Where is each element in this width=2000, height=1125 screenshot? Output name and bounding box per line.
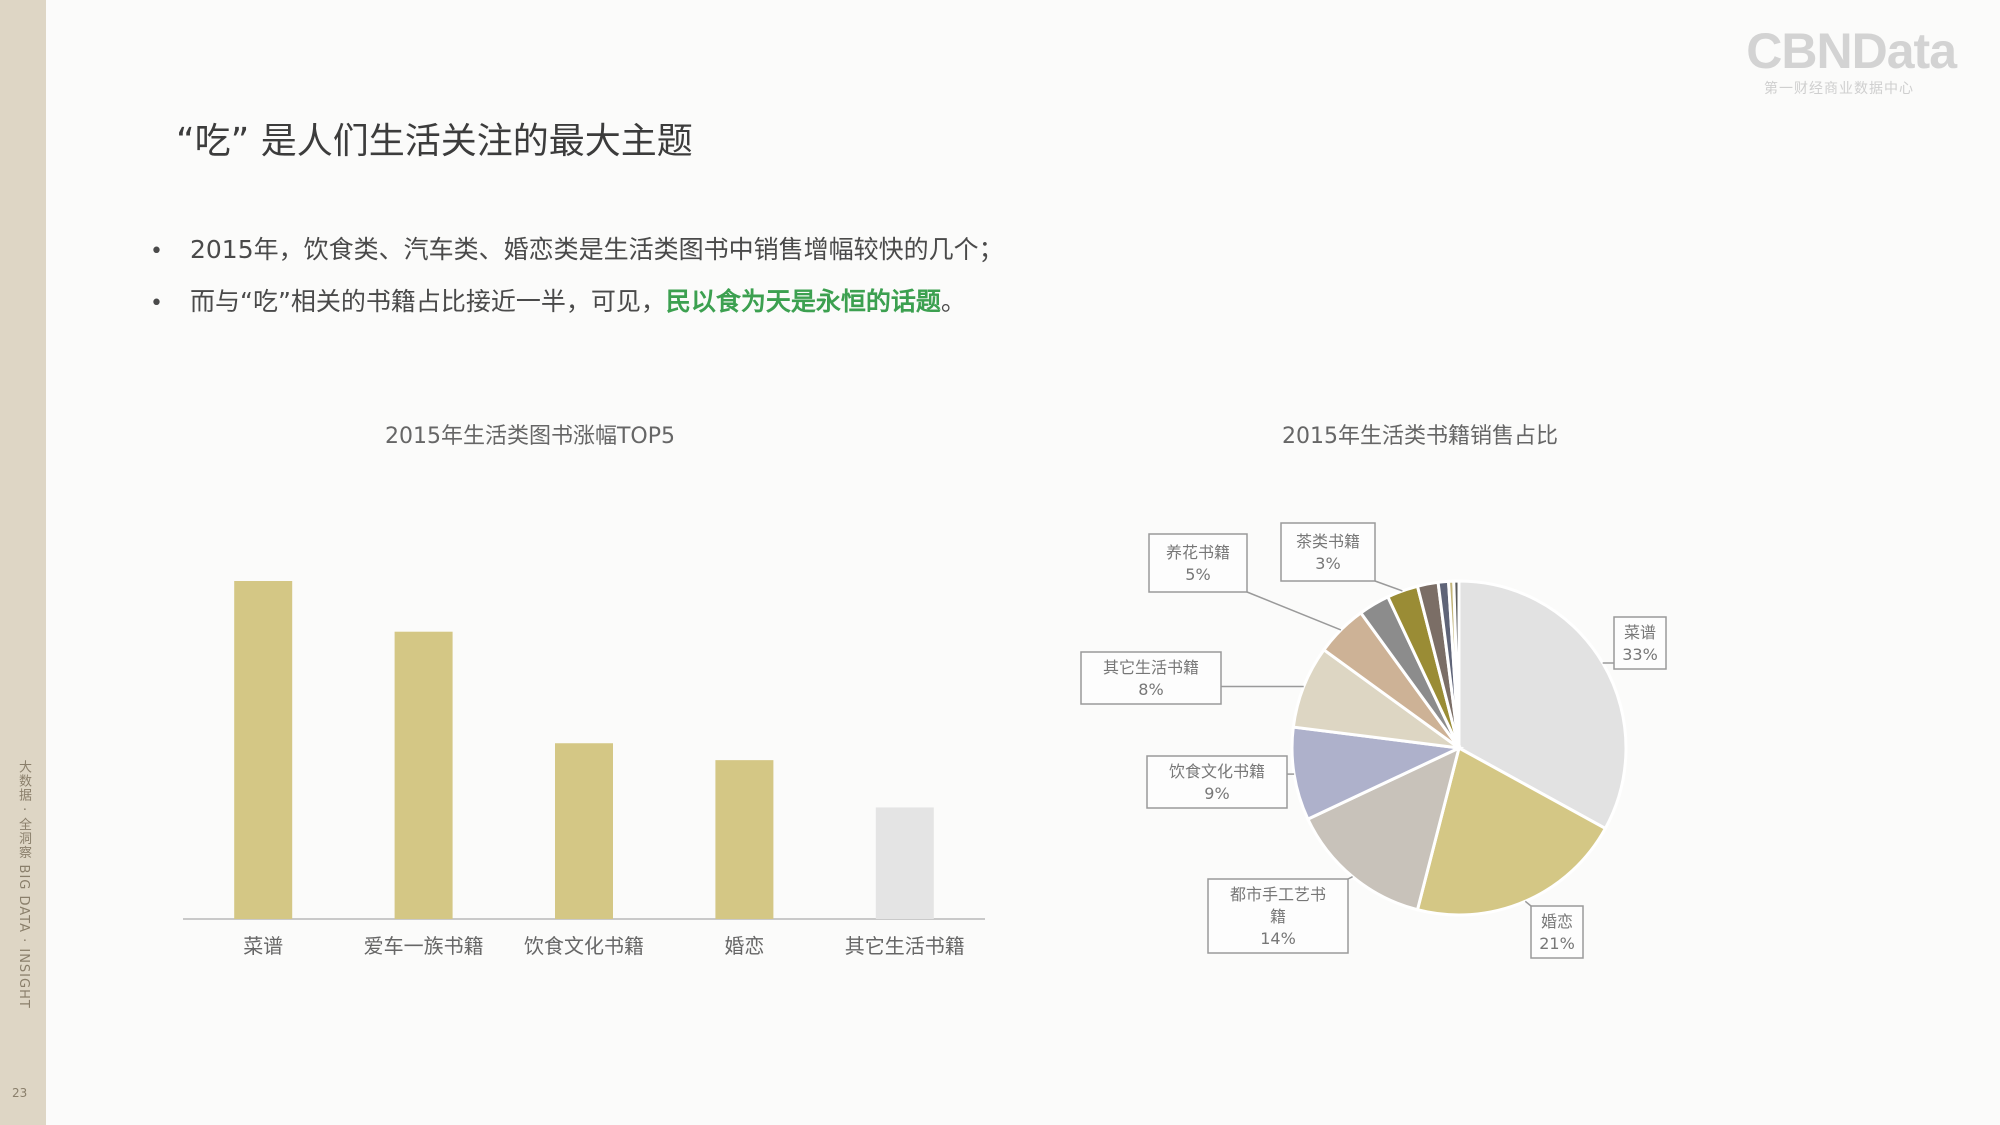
bar-3 bbox=[715, 760, 774, 919]
pie-slice-1 bbox=[1415, 745, 1608, 917]
bullet-dot-icon: • bbox=[150, 291, 163, 316]
bullet-tail: 。 bbox=[940, 287, 966, 316]
pie-slice-percent: 14% bbox=[1260, 929, 1296, 948]
bar-category-label: 饮食文化书籍 bbox=[524, 934, 644, 958]
bar-category-label: 爱车一族书籍 bbox=[364, 934, 484, 958]
bullet-item: • 而与“吃”相关的书籍占比接近一半，可见，民以食为天是永恒的话题。 bbox=[150, 282, 1004, 334]
logo-wordmark: CBNData bbox=[1746, 23, 1957, 79]
bullet-text: 而与“吃”相关的书籍占比接近一半，可见， bbox=[190, 287, 666, 316]
pie-callout: 婚恋 21% bbox=[1524, 900, 1584, 959]
pie-callout: 养花书籍 5% bbox=[1148, 533, 1342, 631]
bullet-dot-icon: • bbox=[150, 239, 163, 264]
bar-0 bbox=[234, 581, 293, 919]
bar-chart: 菜谱 爱车一族书籍 饮食文化书籍 婚恋 其它生活书籍 bbox=[183, 581, 985, 958]
pie-slice-label: 籍 bbox=[1270, 907, 1286, 926]
pie-slice-label: 其它生活书籍 bbox=[1103, 658, 1199, 677]
pie-slice-0 bbox=[1457, 579, 1628, 831]
bar-category-label: 菜谱 bbox=[243, 934, 283, 958]
pie-slice-percent: 3% bbox=[1315, 554, 1340, 573]
page-title: “吃” 是人们生活关注的最大主题 bbox=[176, 121, 693, 162]
pie-slice-label: 茶类书籍 bbox=[1296, 532, 1360, 551]
page-number: 23 bbox=[12, 1086, 28, 1100]
bar-chart-title: 2015年生活类图书涨幅TOP5 bbox=[385, 424, 676, 449]
pie-slice-percent: 21% bbox=[1539, 934, 1575, 953]
pie-chart-title: 2015年生活类书籍销售占比 bbox=[1282, 424, 1558, 449]
pie-callout-box bbox=[1613, 616, 1667, 670]
pie-callout-box bbox=[1280, 522, 1376, 582]
cbndata-logo: CBNData 第一财经商业数据中心 bbox=[1746, 23, 1957, 98]
pie-slice-label: 养花书籍 bbox=[1166, 543, 1230, 562]
sidebar-vertical-text: 大数据 · 全洞察 BIG DATA · INSIGHT bbox=[16, 760, 31, 1009]
pie-leader-line bbox=[1347, 876, 1353, 880]
pie-callout-box bbox=[1207, 878, 1349, 954]
pie-callout: 饮食文化书籍 9% bbox=[1146, 755, 1295, 809]
bar-4 bbox=[875, 807, 934, 919]
pie-callout-box bbox=[1148, 533, 1248, 593]
highlight-text: 民以食为天是永恒的话题 bbox=[665, 287, 941, 316]
pie-leader-line bbox=[1246, 591, 1342, 631]
pie-slice-3 bbox=[1290, 725, 1465, 822]
pie-slice-percent: 8% bbox=[1138, 680, 1163, 699]
pie-callout: 菜谱 33% bbox=[1602, 616, 1667, 670]
bar-category-label: 其它生活书籍 bbox=[845, 934, 965, 958]
pie-leader-line bbox=[1374, 580, 1403, 592]
pie-callout-box bbox=[1080, 651, 1222, 705]
sidebar: 大数据 · 全洞察 BIG DATA · INSIGHT 23 bbox=[0, 0, 46, 1125]
pie-callout-box bbox=[1146, 755, 1288, 809]
pie-callout: 茶类书籍 3% bbox=[1280, 522, 1403, 592]
bar-1 bbox=[394, 631, 453, 919]
logo-subtitle: 第一财经商业数据中心 bbox=[1764, 81, 1914, 97]
pie-slice-percent: 33% bbox=[1622, 645, 1658, 664]
bar-2 bbox=[555, 743, 613, 919]
pie-callout-box bbox=[1530, 905, 1584, 959]
pie-slice-label: 婚恋 bbox=[1541, 912, 1573, 931]
bullet-text: 2015年，饮食类、汽车类、婚恋类是生活类图书中销售增幅较快的几个； bbox=[190, 235, 1004, 264]
pie-slice-percent: 5% bbox=[1185, 565, 1210, 584]
pie-slice-label: 都市手工艺书 bbox=[1230, 885, 1326, 904]
pie-slice-label: 菜谱 bbox=[1624, 623, 1656, 642]
pie-slice-label: 饮食文化书籍 bbox=[1169, 762, 1265, 781]
pie-slice-percent: 9% bbox=[1204, 784, 1229, 803]
pie-leader-line bbox=[1524, 900, 1532, 907]
bar-category-label: 婚恋 bbox=[724, 934, 764, 958]
pie-callout: 其它生活书籍 8% bbox=[1080, 651, 1304, 705]
bullet-list: • 2015年，饮食类、汽车类、婚恋类是生活类图书中销售增幅较快的几个； • 而与“… bbox=[150, 230, 1004, 334]
bullet-item: • 2015年，饮食类、汽车类、婚恋类是生活类图书中销售增幅较快的几个； bbox=[150, 230, 1004, 282]
pie-slice-11 bbox=[1452, 579, 1461, 749]
